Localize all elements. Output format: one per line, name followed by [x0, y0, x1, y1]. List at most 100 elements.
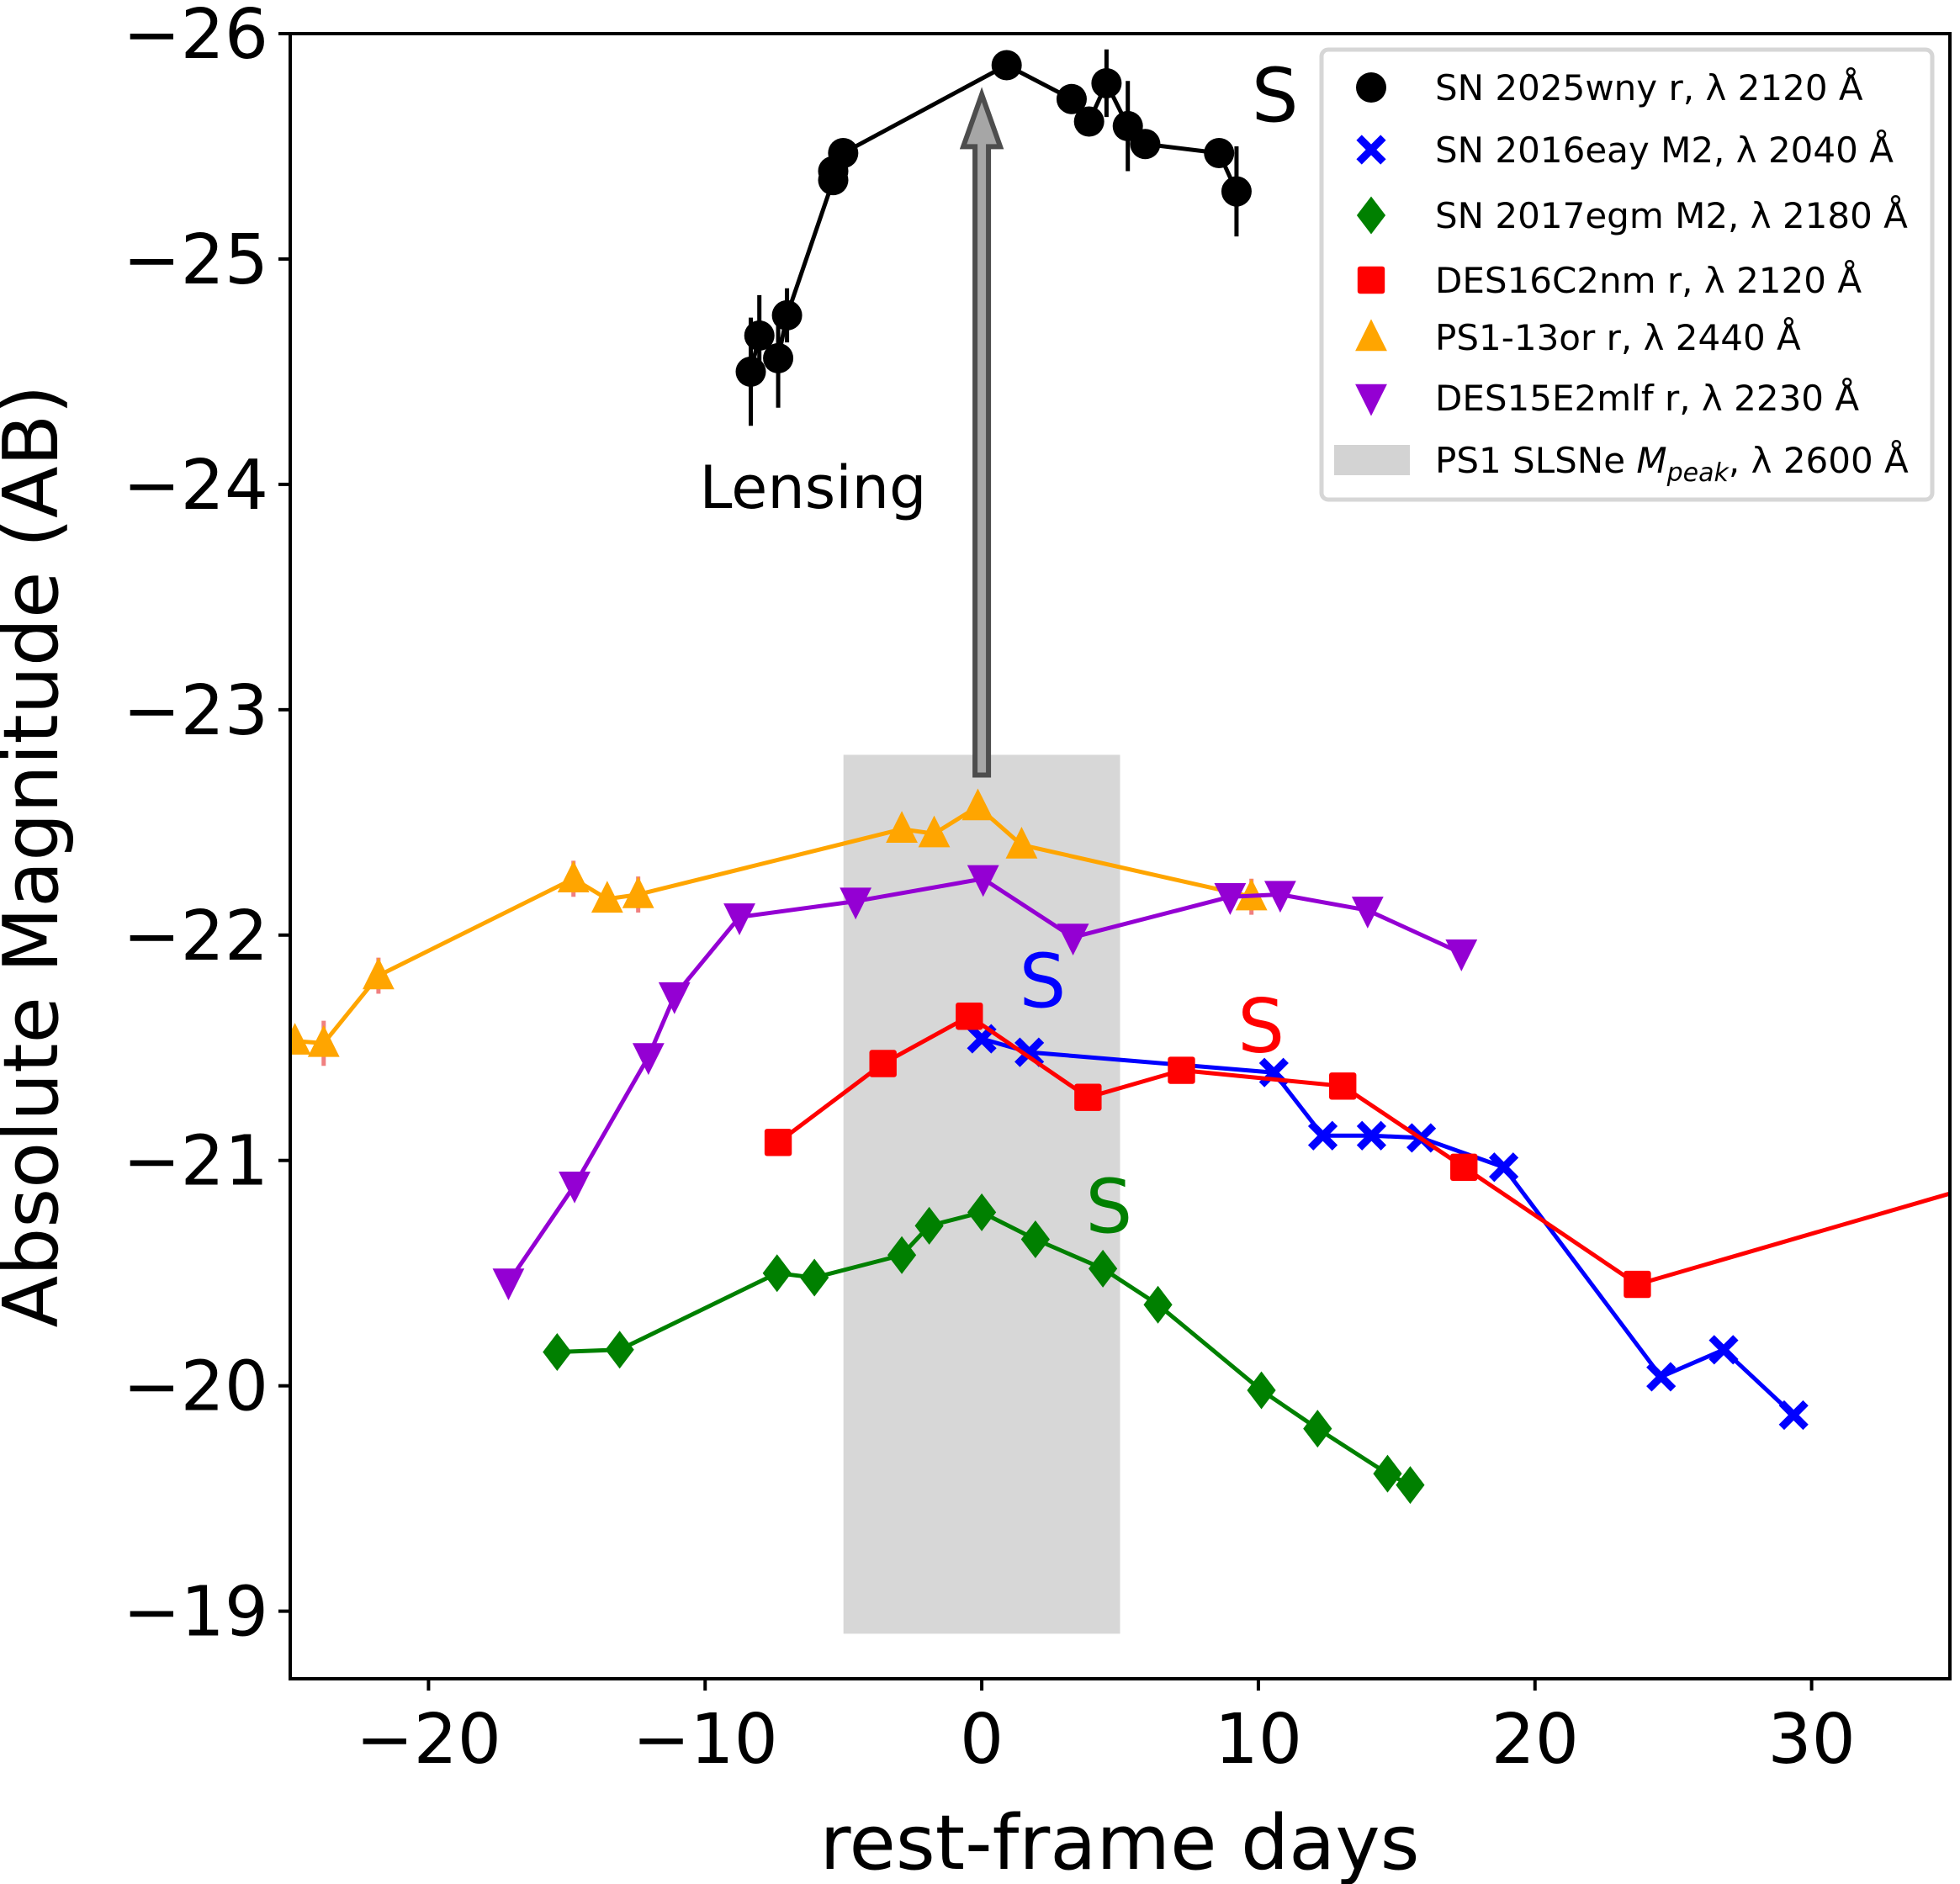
data-point	[991, 50, 1022, 81]
data-point	[1356, 1120, 1386, 1151]
data-point	[1396, 1466, 1425, 1505]
series-4	[290, 788, 1268, 1066]
data-point	[914, 1206, 944, 1245]
x-tick-label: 10	[1215, 1700, 1302, 1780]
data-point	[1091, 67, 1122, 98]
legend-box	[1319, 47, 1935, 502]
data-point	[1089, 1249, 1118, 1288]
lensing-arrow	[959, 87, 1004, 778]
data-point	[1307, 1120, 1338, 1151]
series-0	[735, 49, 1252, 426]
y-tick-label: −21	[123, 1122, 268, 1202]
y-tick-label: −23	[123, 671, 268, 751]
data-point	[1450, 1153, 1478, 1181]
data-point	[1073, 106, 1104, 137]
legend: SN 2025wny r, λ 2120 Å SN 2016eay M2, λ 2…	[1319, 47, 1935, 502]
data-point	[800, 1258, 829, 1297]
data-point	[723, 903, 755, 935]
data-point	[1778, 1400, 1809, 1431]
data-point	[886, 811, 918, 844]
legend-item: SN 2016eay M2, λ 2040 Å	[1356, 129, 1894, 171]
data-point	[1143, 1285, 1173, 1324]
series-2	[543, 1193, 1425, 1505]
data-point	[840, 887, 872, 920]
data-point	[362, 957, 395, 990]
data-point	[307, 1024, 340, 1057]
data-point	[764, 1129, 792, 1156]
data-point	[1204, 138, 1235, 169]
x-tick-label: 30	[1767, 1700, 1855, 1780]
y-tick-label: −24	[123, 446, 268, 526]
legend-label: SN 2025wny r, λ 2120 Å	[1435, 66, 1863, 108]
data-point	[967, 1193, 997, 1231]
x-tick-label: −20	[356, 1700, 501, 1780]
legend-marker	[1355, 384, 1387, 416]
data-point	[1056, 83, 1087, 114]
legend-label: DES15E2mlf r, λ 2230 Å	[1435, 377, 1859, 419]
data-point	[1247, 1371, 1276, 1410]
data-point	[735, 356, 766, 387]
legend-label: SN 2017egm M2, λ 2180 Å	[1435, 194, 1908, 236]
s-label: S	[1237, 983, 1285, 1070]
data-point	[622, 876, 654, 908]
legend-marker	[1356, 196, 1386, 235]
y-tick-label: −22	[123, 897, 268, 976]
plot-frame	[289, 32, 1952, 1680]
series-3	[764, 1003, 1950, 1299]
data-point	[1005, 827, 1038, 859]
legend-label: SN 2016eay M2, λ 2040 Å	[1435, 129, 1894, 171]
data-point	[605, 1331, 634, 1369]
y-axis-label: Absolute Magnitude (AB)	[0, 385, 76, 1328]
data-point	[1130, 129, 1161, 160]
legend-label-part: peak	[1666, 458, 1730, 488]
data-point	[1168, 1056, 1195, 1084]
data-point	[591, 881, 623, 913]
x-axis-label: rest-frame days	[820, 1799, 1420, 1884]
legend-label: DES16C2nm r, λ 2120 Å	[1435, 259, 1862, 301]
series-line	[981, 1036, 1795, 1417]
data-point	[1057, 923, 1089, 956]
data-point	[763, 342, 794, 373]
data-point	[1646, 1362, 1677, 1392]
legend-label-part: M	[1636, 440, 1666, 481]
data-point	[918, 815, 951, 848]
data-point	[887, 1236, 917, 1274]
legend-item: PS1 SLSNe Mpeak, λ 2600 Å	[1334, 439, 1909, 488]
data-point	[632, 1043, 665, 1076]
legend-item: DES15E2mlf r, λ 2230 Å	[1355, 377, 1859, 419]
data-point	[1214, 883, 1247, 915]
data-point	[290, 1023, 311, 1055]
legend-item: DES16C2nm r, λ 2120 Å	[1357, 259, 1862, 301]
data-point	[557, 860, 590, 892]
data-point	[956, 1003, 983, 1030]
data-point	[961, 788, 994, 821]
data-point	[1373, 1454, 1402, 1493]
legend-marker	[1356, 135, 1386, 165]
data-point	[1263, 881, 1296, 913]
data-point	[1624, 1270, 1651, 1299]
x-tick-label: −10	[633, 1700, 778, 1780]
legend-marker	[1357, 266, 1385, 294]
data-point	[492, 1268, 525, 1301]
s-label: S	[1019, 938, 1066, 1024]
lensing-label: Lensing	[700, 453, 927, 522]
data-point	[543, 1332, 572, 1371]
data-point	[1445, 939, 1478, 971]
data-point	[828, 138, 859, 169]
s-label: S	[1252, 52, 1299, 139]
data-point	[1303, 1410, 1332, 1448]
y-tick-label: −20	[123, 1347, 268, 1427]
data-point	[771, 299, 803, 331]
data-point	[559, 1172, 591, 1204]
legend-item: PS1-13or r, λ 2440 Å	[1355, 316, 1801, 358]
data-point	[658, 982, 691, 1014]
data-point	[1020, 1220, 1050, 1259]
legend-marker	[1355, 319, 1387, 352]
data-point	[1329, 1072, 1357, 1100]
data-point	[1489, 1152, 1519, 1183]
series-line	[506, 876, 1463, 1283]
data-point	[1708, 1335, 1739, 1365]
y-tick-label: −25	[123, 220, 268, 300]
data-point	[762, 1254, 792, 1293]
